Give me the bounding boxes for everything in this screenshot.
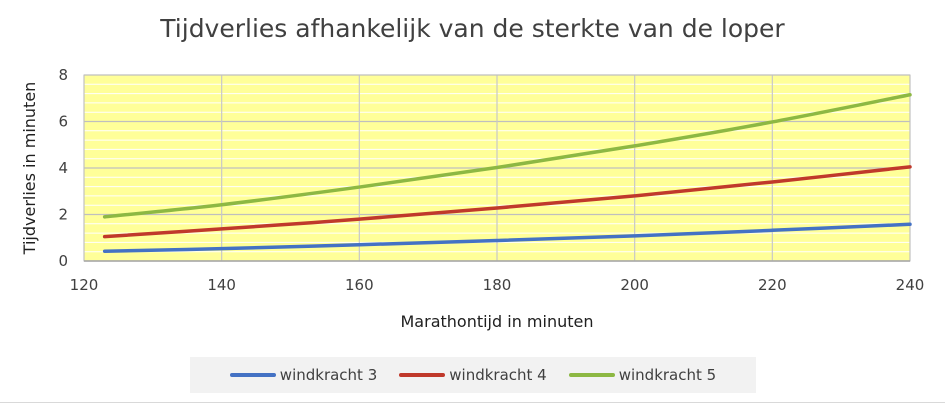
x-tick-label: 180 <box>483 276 512 294</box>
legend-swatch <box>568 373 615 377</box>
legend-item: windkracht 5 <box>568 366 717 384</box>
x-tick-label: 240 <box>896 276 925 294</box>
legend-label: windkracht 5 <box>618 366 717 384</box>
series-line <box>102 222 912 253</box>
divider <box>0 402 945 403</box>
y-tick-label: 2 <box>58 206 68 224</box>
legend-item: windkracht 4 <box>399 366 547 384</box>
x-tick-label: 200 <box>620 276 649 294</box>
y-tick-label: 0 <box>58 252 68 270</box>
chart-title: Tijdverlies afhankelijk van de sterkte v… <box>160 14 785 43</box>
y-axis-label: Tijdverlies in minuten <box>20 82 39 256</box>
x-tick-label: 160 <box>345 276 374 294</box>
legend-label: windkracht 3 <box>279 366 378 384</box>
y-tick-label: 6 <box>58 113 68 131</box>
x-axis-label: Marathontijd in minuten <box>401 312 594 331</box>
legend-label: windkracht 4 <box>449 366 547 384</box>
series-line <box>102 165 912 239</box>
legend: windkracht 3 windkracht 4 windkracht 5 <box>190 357 756 393</box>
legend-swatch <box>399 373 446 377</box>
series-lines <box>102 93 912 253</box>
series-line <box>102 93 912 219</box>
y-tick-label: 4 <box>58 159 68 177</box>
legend-swatch <box>229 373 276 377</box>
tick-labels: 120 140 160 180 200 220 240 0 2 4 6 8 <box>58 66 924 294</box>
x-tick-label: 120 <box>70 276 99 294</box>
y-tick-label: 8 <box>58 66 68 84</box>
x-tick-label: 140 <box>207 276 236 294</box>
x-tick-label: 220 <box>758 276 787 294</box>
legend-item: windkracht 3 <box>229 366 378 384</box>
